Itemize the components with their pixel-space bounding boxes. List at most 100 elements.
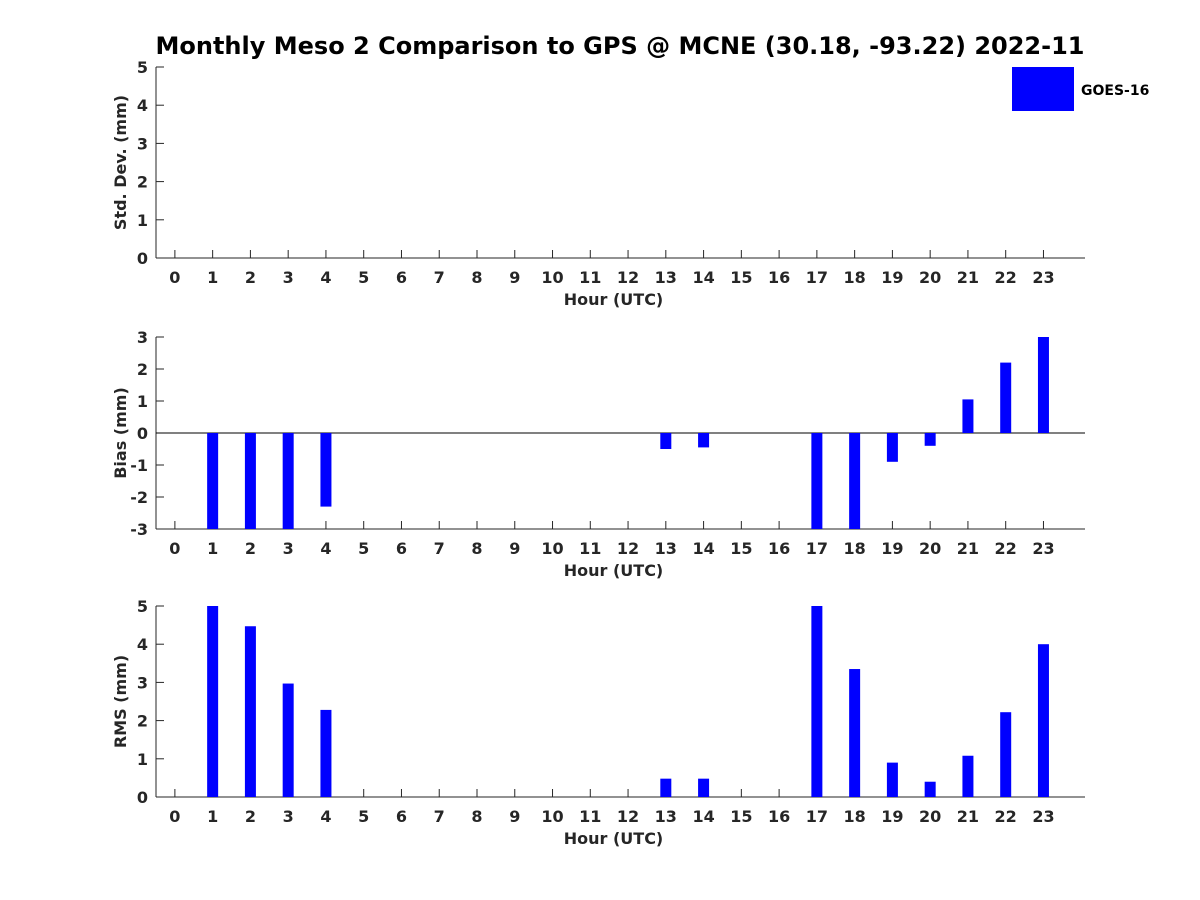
x-tick-label: 6	[396, 268, 407, 287]
x-tick-label: 21	[957, 539, 979, 558]
x-tick-label: 20	[919, 268, 941, 287]
bar-hour-20	[924, 781, 936, 797]
x-tick-label: 14	[692, 807, 714, 826]
bar-hour-13	[660, 433, 672, 449]
x-tick-label: 19	[881, 807, 903, 826]
bar-hour-19	[886, 433, 898, 462]
x-tick-label: 9	[509, 539, 520, 558]
x-tick-label: 11	[579, 268, 601, 287]
x-tick-label: 20	[919, 539, 941, 558]
bar-hour-4	[320, 709, 332, 797]
x-tick-label: 12	[617, 807, 639, 826]
x-tick-label: 20	[919, 807, 941, 826]
x-tick-label: 16	[768, 539, 790, 558]
bar-hour-2	[244, 433, 256, 529]
x-tick-label: 13	[655, 268, 677, 287]
x-tick-label: 16	[768, 807, 790, 826]
y-tick-label: 5	[137, 597, 148, 616]
x-tick-label: 13	[655, 807, 677, 826]
y-tick-label: -1	[130, 456, 148, 475]
x-tick-label: 4	[320, 807, 331, 826]
x-tick-label: 12	[617, 268, 639, 287]
x-tick-label: 5	[358, 539, 369, 558]
x-tick-label: 7	[434, 268, 445, 287]
y-tick-label: -3	[130, 520, 148, 539]
y-tick-label: 3	[137, 328, 148, 347]
bar-hour-1	[207, 433, 219, 529]
bar-hour-19	[886, 762, 898, 797]
bar-hour-22	[1000, 362, 1012, 433]
x-tick-label: 2	[245, 268, 256, 287]
x-tick-label: 10	[541, 807, 563, 826]
x-tick-label: 19	[881, 539, 903, 558]
y-tick-label: 1	[137, 392, 148, 411]
x-tick-label: 6	[396, 807, 407, 826]
bar-hour-22	[1000, 712, 1012, 797]
x-tick-label: 8	[471, 807, 482, 826]
x-tick-label: 9	[509, 268, 520, 287]
x-tick-label: 22	[995, 539, 1017, 558]
x-tick-label: 6	[396, 539, 407, 558]
x-tick-label: 4	[320, 539, 331, 558]
x-tick-label: 18	[844, 268, 866, 287]
bar-hour-23	[1037, 644, 1049, 797]
x-tick-label: 17	[806, 539, 828, 558]
x-tick-label: 2	[245, 807, 256, 826]
y-tick-label: 2	[137, 360, 148, 379]
x-tick-label: 0	[169, 539, 180, 558]
x-tick-label: 10	[541, 268, 563, 287]
x-tick-label: 10	[541, 539, 563, 558]
x-tick-label: 7	[434, 539, 445, 558]
x-tick-label: 12	[617, 539, 639, 558]
y-tick-label: 5	[137, 58, 148, 77]
x-tick-label: 1	[207, 268, 218, 287]
x-tick-label: 22	[995, 268, 1017, 287]
x-tick-label: 1	[207, 539, 218, 558]
x-tick-label: 5	[358, 268, 369, 287]
y-axis-label: RMS (mm)	[111, 655, 130, 748]
x-tick-label: 7	[434, 807, 445, 826]
chart-title: Monthly Meso 2 Comparison to GPS @ MCNE …	[156, 32, 1085, 60]
x-tick-label: 18	[844, 539, 866, 558]
y-tick-label: 3	[137, 673, 148, 692]
bar-hour-17	[811, 433, 823, 529]
x-tick-label: 19	[881, 268, 903, 287]
x-axis-label: Hour (UTC)	[564, 829, 664, 848]
x-tick-label: 23	[1032, 539, 1054, 558]
bar-hour-18	[849, 433, 861, 529]
legend-label: GOES-16	[1081, 83, 1149, 99]
x-tick-label: 15	[730, 268, 752, 287]
x-tick-label: 8	[471, 539, 482, 558]
x-tick-label: 11	[579, 807, 601, 826]
y-tick-label: 0	[137, 424, 148, 443]
x-tick-label: 23	[1032, 268, 1054, 287]
x-tick-label: 21	[957, 268, 979, 287]
legend-swatch	[1012, 67, 1074, 111]
bar-hour-23	[1037, 337, 1049, 433]
x-tick-label: 8	[471, 268, 482, 287]
x-tick-label: 0	[169, 807, 180, 826]
x-tick-label: 4	[320, 268, 331, 287]
y-tick-label: 4	[137, 635, 148, 654]
x-axis-label: Hour (UTC)	[564, 290, 664, 309]
x-tick-label: 15	[730, 539, 752, 558]
legend: GOES-16	[1012, 67, 1149, 111]
bar-hour-3	[282, 433, 294, 529]
bar-hour-14	[698, 433, 710, 448]
x-axis-label: Hour (UTC)	[564, 561, 664, 580]
x-tick-label: 2	[245, 539, 256, 558]
bar-hour-1	[207, 606, 219, 797]
bar-hour-21	[962, 399, 974, 433]
y-tick-label: 1	[137, 750, 148, 769]
x-tick-label: 21	[957, 807, 979, 826]
bar-hour-20	[924, 433, 936, 446]
x-tick-label: 3	[283, 268, 294, 287]
x-tick-label: 16	[768, 268, 790, 287]
bar-hour-18	[849, 669, 861, 797]
x-tick-label: 23	[1032, 807, 1054, 826]
x-tick-label: 9	[509, 807, 520, 826]
